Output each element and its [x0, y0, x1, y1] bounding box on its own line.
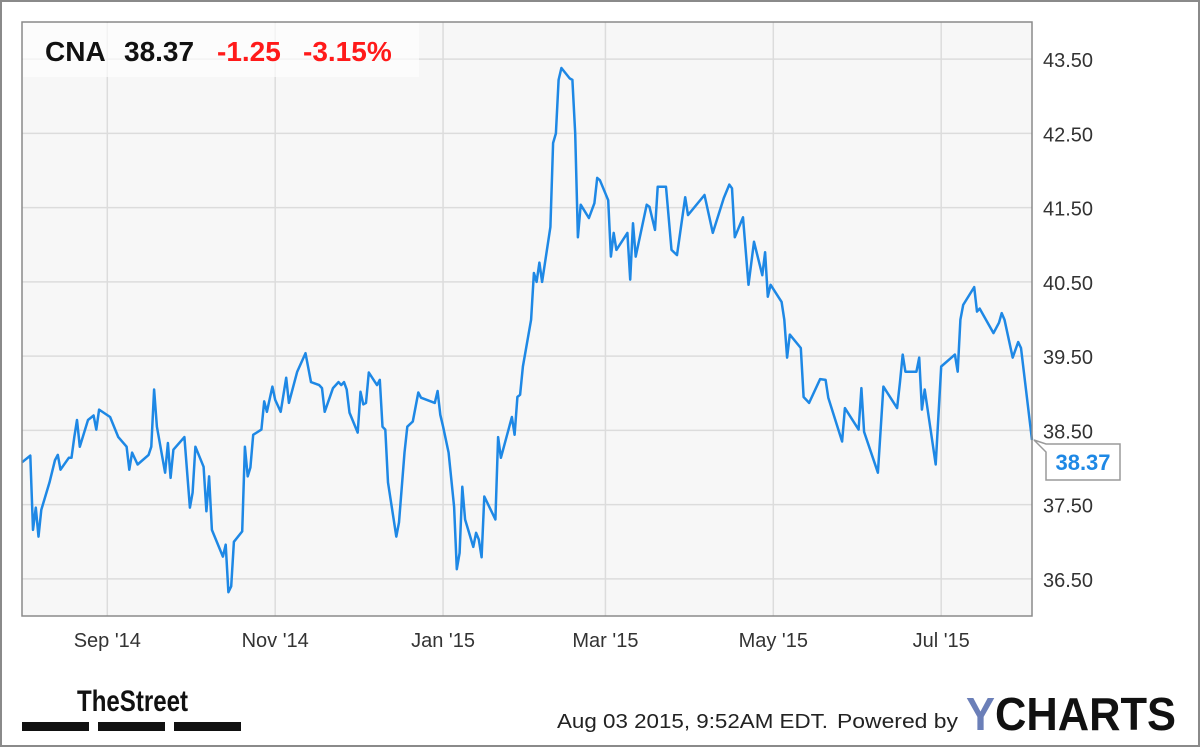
x-tick-label: Jan '15	[411, 630, 475, 652]
price-change: -1.25	[217, 36, 281, 67]
x-tick-label: Jul '15	[913, 630, 970, 652]
timestamp: Aug 03 2015, 9:52AM EDT.	[557, 711, 828, 733]
last-value-label: 38.37	[1055, 450, 1110, 475]
y-tick-label: 40.50	[1043, 273, 1093, 295]
callout-box	[1033, 439, 1121, 481]
ycharts-logo: YCHARTS	[966, 688, 1176, 740]
logo-bar	[98, 722, 165, 731]
price-line	[21, 66, 1034, 594]
y-tick-label: 38.50	[1043, 421, 1093, 443]
last-value-callout: 38.37	[1033, 439, 1121, 481]
y-tick-label: 42.50	[1043, 124, 1093, 146]
plot-border	[21, 21, 1033, 617]
y-tick-label: 36.50	[1043, 570, 1093, 592]
y-tick-label: 39.50	[1043, 347, 1093, 369]
y-tick-label: 43.50	[1043, 50, 1093, 72]
series-layer	[21, 66, 1034, 594]
y-tick-label: 37.50	[1043, 496, 1093, 518]
x-tick-label: May '15	[739, 630, 808, 652]
quote-header-bg	[23, 23, 419, 77]
quote-header: CNA 38.37 -1.25 -3.15%	[23, 23, 419, 77]
powered-by-label: Powered by	[837, 711, 958, 733]
x-tick-label: Mar '15	[572, 630, 638, 652]
price-change-percent: -3.15%	[303, 36, 392, 67]
last-price: 38.37	[124, 36, 194, 67]
x-tick-label: Sep '14	[74, 630, 141, 652]
plot-area	[22, 22, 1032, 616]
ycharts-logo-text: YCHARTS	[966, 688, 1176, 740]
logo-bar	[22, 722, 89, 731]
x-tick-label: Nov '14	[242, 630, 309, 652]
thestreet-logo: TheStreet	[22, 685, 241, 731]
thestreet-logo-text: TheStreet	[77, 685, 188, 718]
logo-bar	[174, 722, 241, 731]
ticker-symbol: CNA	[45, 36, 106, 67]
y-tick-label: 41.50	[1043, 199, 1093, 221]
x-axis: Sep '14 Nov '14 Jan '15 Mar '15 May '15 Jul '…	[74, 630, 970, 652]
y-axis: 43.50 42.50 41.50 40.50 39.50 38.50 37.50 36.50	[1043, 50, 1093, 592]
